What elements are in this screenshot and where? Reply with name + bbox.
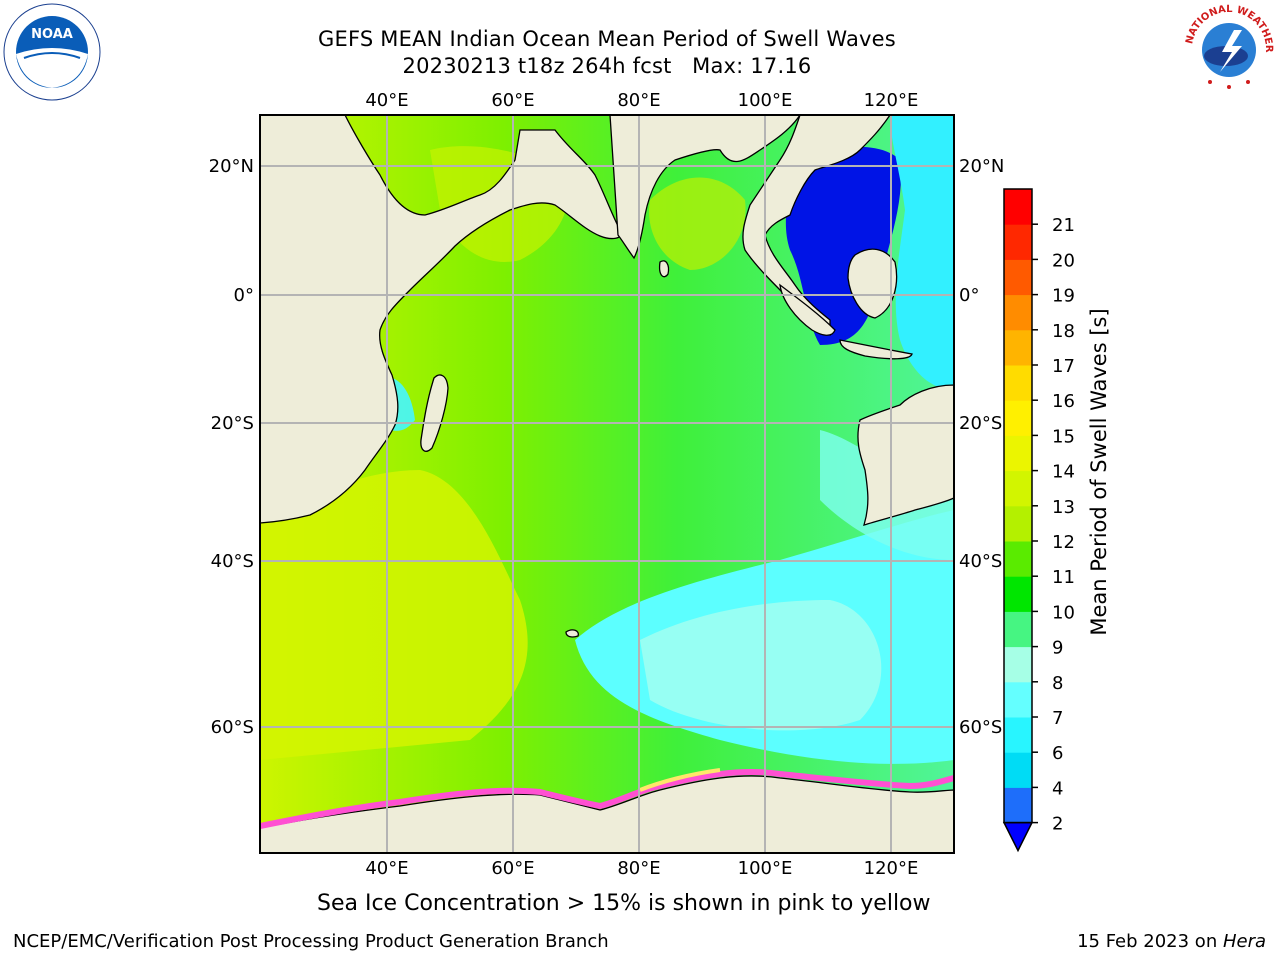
lon-label-top: 60°E: [491, 90, 534, 111]
graticule: [260, 115, 954, 853]
lon-label-bottom: 100°E: [738, 858, 793, 879]
colorbar-tick-label: 21: [1052, 215, 1075, 236]
lon-label-top: 120°E: [864, 90, 919, 111]
lon-label-bottom: 80°E: [617, 858, 660, 879]
colorbar-tick-label: 2: [1052, 814, 1063, 835]
colorbar-segment: [1004, 189, 1032, 225]
bay-of-bengal-yellow-region: [649, 177, 746, 270]
colorbar-segment: [1004, 259, 1032, 296]
noaa-logo: NOAA: [2, 2, 102, 102]
lat-label-right: 20°S: [959, 413, 1002, 434]
lat-label-right: 40°S: [959, 551, 1002, 572]
lat-label-right: 0°: [959, 285, 979, 306]
footer-credit: NCEP/EMC/Verification Post Processing Pr…: [13, 931, 609, 952]
southern-ocean-light-cyan-region: [640, 600, 882, 731]
australia-landmass: [857, 384, 954, 526]
nws-logo: NATIONAL WEATHER SERVICE: [1176, 0, 1278, 98]
colorbar-tick-label: 4: [1052, 778, 1063, 799]
lon-label-top: 80°E: [617, 90, 660, 111]
colorbar-extend-triangle: [1002, 821, 1034, 853]
lat-label-left: 60°S: [211, 717, 254, 738]
colorbar-tick-label: 9: [1052, 638, 1063, 659]
map-subtitle: 20230213 t18z 264h fcst Max: 17.16: [402, 54, 812, 78]
lon-label-bottom: 120°E: [864, 858, 919, 879]
colorbar: 2 4 6 7 8 9 10 11 12 13 14 15 16 17 18 19 20 21: [1002, 188, 1075, 853]
colorbar-tick-label: 19: [1052, 286, 1075, 307]
southeast-asia-landmass: [742, 115, 891, 336]
colorbar-segment: [1004, 400, 1032, 436]
sea-ice-edge: [260, 768, 954, 829]
colorbar-segment: [1004, 752, 1032, 788]
colorbar-tick-label: 15: [1052, 426, 1075, 447]
colorbar-tick-label: 16: [1052, 391, 1075, 412]
borneo-island: [847, 248, 898, 319]
lon-label-top: 40°E: [365, 90, 408, 111]
map-frame: [259, 114, 955, 854]
colorbar-segment: [1004, 646, 1032, 683]
colorbar-segment: [1004, 470, 1032, 507]
colorbar-label: Mean Period of Swell Waves [s]: [1087, 308, 1111, 635]
south-west-yellow-region: [260, 470, 528, 760]
sumatra-island: [779, 283, 836, 336]
footer-date: 15 Feb 2023 on Hera: [1077, 931, 1266, 952]
colorbar-segment: [1004, 787, 1032, 824]
lat-label-left: 20°N: [209, 156, 254, 177]
lat-label-right: 60°S: [959, 717, 1002, 738]
map-title: GEFS MEAN Indian Ocean Mean Period of Sw…: [318, 27, 896, 51]
colorbar-tick-label: 6: [1052, 743, 1063, 764]
lon-label-top: 100°E: [738, 90, 793, 111]
colorbar-tick-label: 17: [1052, 356, 1075, 377]
colorbar-tick-label: 20: [1052, 250, 1075, 271]
colorbar-tick-label: 11: [1052, 567, 1075, 588]
lon-label-bottom: 60°E: [491, 858, 534, 879]
africa-arabia-landmass: [260, 115, 622, 524]
sri-lanka-island: [658, 260, 670, 278]
kerguelen-island: [565, 629, 579, 638]
lat-label-left: 0°: [234, 285, 254, 306]
colorbar-tick-label: 14: [1052, 462, 1075, 483]
antarctica-landmass: [260, 775, 954, 853]
colorbar-segment: [1004, 329, 1032, 366]
svg-text:NOAA: NOAA: [31, 27, 73, 42]
colorbar-tick-label: 7: [1052, 708, 1063, 729]
java-island: [839, 339, 913, 360]
pacific-cyan-region: [890, 115, 954, 390]
footer-machine: Hera: [1222, 931, 1266, 952]
colorbar-segment: [1004, 294, 1032, 331]
india-southeast-asia-landmass: [609, 115, 801, 260]
colorbar-segment: [1004, 435, 1032, 472]
colorbar-segment: [1004, 541, 1032, 577]
colorbar-segment: [1004, 717, 1032, 753]
sea-ice-note: Sea Ice Concentration > 15% is shown in …: [317, 891, 931, 916]
colorbar-segment: [1004, 224, 1032, 260]
colorbar-segment: [1004, 505, 1032, 542]
colorbar-tick-label: 13: [1052, 497, 1075, 518]
lat-label-right: 20°N: [959, 156, 1004, 177]
lat-label-left: 20°S: [211, 413, 254, 434]
colorbar-tick-label: 12: [1052, 532, 1075, 553]
colorbar-segment: [1004, 681, 1032, 718]
colorbar-tick-label: 18: [1052, 321, 1075, 342]
footer-date-text: 15 Feb 2023 on: [1077, 931, 1223, 952]
colorbar-tick-label: 8: [1052, 673, 1063, 694]
colorbar-tick-label: 10: [1052, 602, 1075, 623]
colorbar-segment: [1004, 576, 1032, 612]
colorbar-segment: [1004, 365, 1032, 401]
lat-label-left: 40°S: [211, 551, 254, 572]
lon-label-bottom: 40°E: [365, 858, 408, 879]
colorbar-segment: [1004, 611, 1032, 648]
